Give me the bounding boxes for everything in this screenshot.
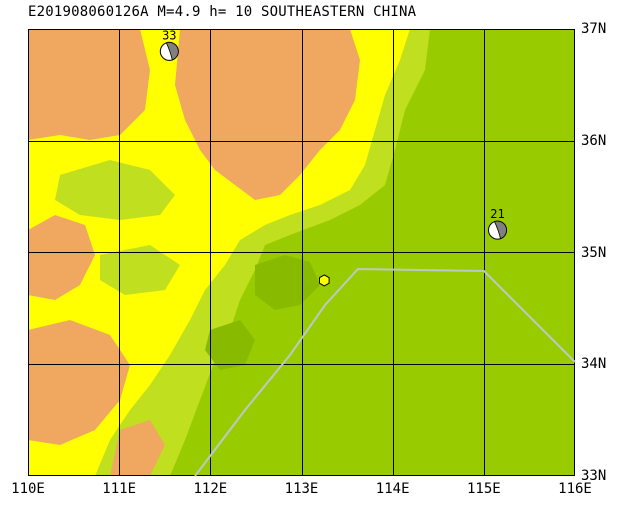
event-label: 21 xyxy=(490,207,504,221)
focal-mechanism: 21 xyxy=(488,207,508,240)
plain-inset-2 xyxy=(205,320,255,370)
focal-mechanism: 33 xyxy=(159,28,179,61)
latitude-label: 35N xyxy=(581,244,607,261)
longitude-label: 112E xyxy=(193,481,228,497)
mountain-area-south xyxy=(110,420,165,476)
latitude-label: 34N xyxy=(581,356,607,373)
latitude-label: 36N xyxy=(581,132,607,149)
longitude-label: 114E xyxy=(375,481,410,497)
plain-inset xyxy=(255,255,320,310)
events-layer: 33 21 xyxy=(159,28,508,287)
mountain-area-west xyxy=(28,215,95,300)
province-boundary xyxy=(194,267,576,477)
longitude-label: 115E xyxy=(466,481,501,497)
mountain-area-southwest xyxy=(28,320,130,445)
map-title: E201908060126A M=4.9 h= 10 SOUTHEASTERN … xyxy=(28,4,417,20)
mountain-area-center xyxy=(175,29,360,200)
longitude-label: 116E xyxy=(558,481,592,497)
valley-strip xyxy=(55,160,175,220)
latitude-label: 33N xyxy=(581,468,607,484)
event-label: 33 xyxy=(162,28,176,42)
longitude-label: 110E xyxy=(11,481,45,497)
longitude-label: 113E xyxy=(284,481,319,497)
latitude-label: 37N xyxy=(581,21,607,37)
graticule xyxy=(28,29,575,476)
epicenter-marker xyxy=(319,274,330,287)
longitude-label: 111E xyxy=(102,481,137,497)
